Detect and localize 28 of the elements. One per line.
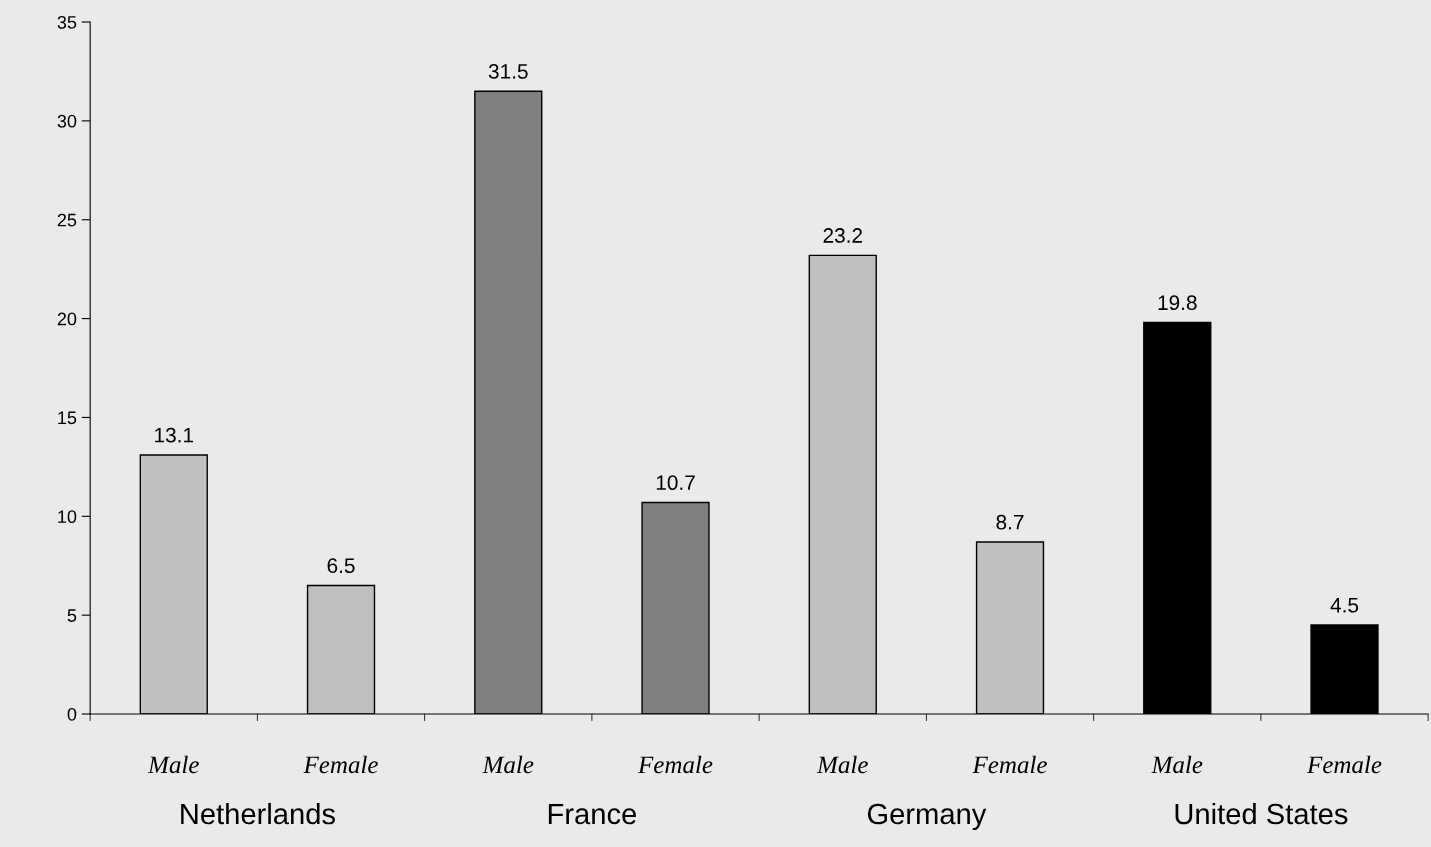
x-tick-label: Male bbox=[147, 755, 199, 774]
data-label: 8.7 bbox=[996, 514, 1024, 530]
y-tick-label: 35 bbox=[57, 15, 77, 29]
y-tick-label: 5 bbox=[67, 609, 77, 622]
y-tick-label: 30 bbox=[57, 114, 77, 128]
data-label: 19.8 bbox=[1158, 295, 1197, 311]
data-label: 4.5 bbox=[1330, 598, 1359, 613]
y-tick-label: 15 bbox=[58, 411, 77, 425]
y-tick-label: 20 bbox=[57, 312, 77, 326]
x-tick-label: Male bbox=[816, 755, 868, 774]
y-tick-label: 0 bbox=[67, 707, 77, 721]
text: Netherlands bbox=[181, 802, 335, 825]
x-tick-label: Female bbox=[303, 755, 378, 774]
text: United States bbox=[1175, 802, 1348, 825]
x-tick-label: Female bbox=[637, 755, 713, 774]
data-label: 23.2 bbox=[823, 228, 862, 243]
text: Germany bbox=[867, 803, 987, 831]
text: France bbox=[548, 803, 636, 825]
x-tick-label: Male bbox=[1151, 755, 1203, 774]
data-label: 13.1 bbox=[155, 427, 194, 443]
data-label: 10.7 bbox=[656, 475, 695, 491]
x-tick-label: Female bbox=[1306, 755, 1382, 774]
x-tick-label: Male bbox=[482, 755, 534, 774]
y-tick-label: 10 bbox=[58, 510, 77, 524]
data-label: 31.5 bbox=[488, 64, 528, 79]
y-tick-label: 25 bbox=[57, 213, 77, 227]
x-tick-label: Female bbox=[972, 755, 1047, 774]
data-label: 6.5 bbox=[327, 558, 355, 574]
